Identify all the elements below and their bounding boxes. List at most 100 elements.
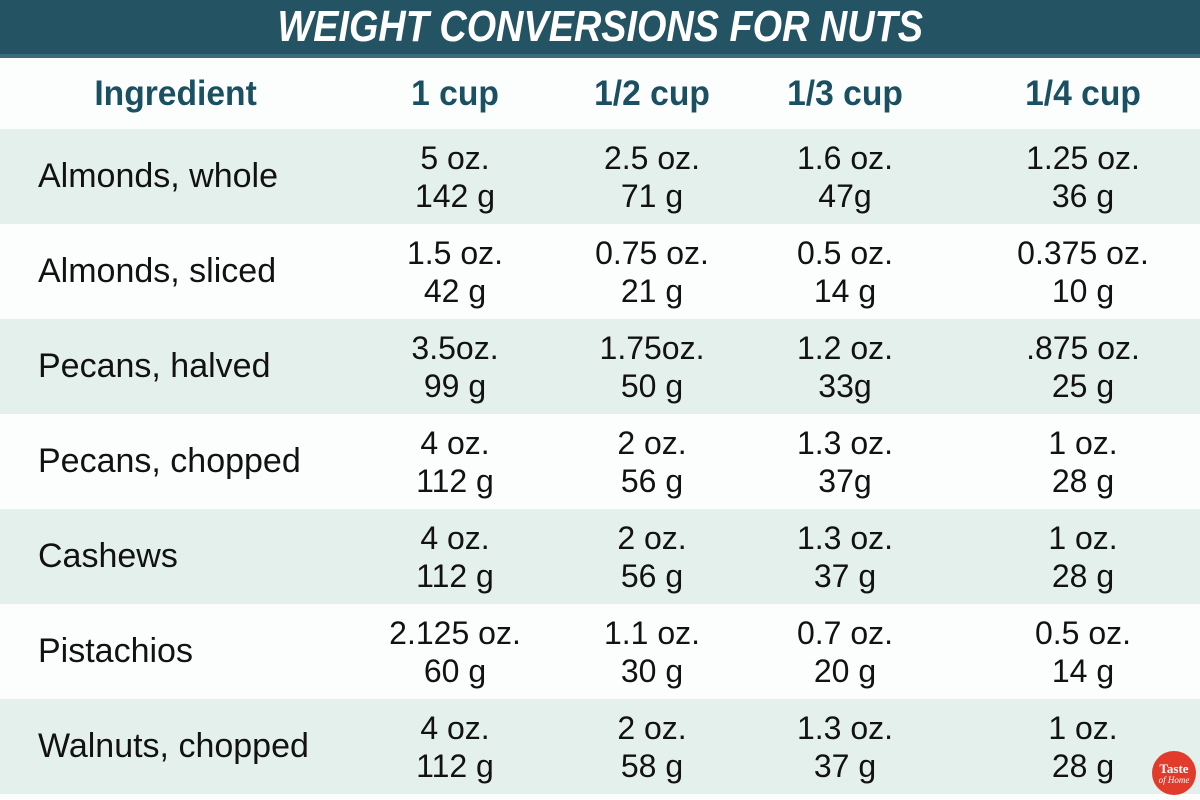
grams-value: 10 g <box>1051 272 1115 309</box>
ingredient-cell: Almonds, whole <box>38 157 279 195</box>
taste-of-home-logo: Taste of Home <box>1152 751 1196 795</box>
ounces-value: 0.375 oz. <box>1017 234 1149 271</box>
value-cell: 4 oz. 112 g <box>330 709 580 785</box>
ounces-value: 4 oz. <box>420 709 490 746</box>
value-cell: 1.2 oz. 33g <box>724 329 966 405</box>
grams-value: 37 g <box>813 747 877 784</box>
ounces-value: 4 oz. <box>420 424 490 461</box>
value-cell: 0.7 oz. 20 g <box>724 614 966 690</box>
value-cell: 2 oz. 58 g <box>580 709 724 785</box>
ounces-value: 3.5oz. <box>411 329 499 366</box>
grams-value: 14 g <box>1051 652 1115 689</box>
table-row: Almonds, whole 5 oz. 142 g 2.5 oz. 71 g 1.6 o… <box>0 129 1200 224</box>
table-row: Almonds, sliced 1.5 oz. 42 g 0.75 oz. 21 g 0.… <box>0 224 1200 319</box>
value-cell: 1 oz. 28 g <box>966 519 1200 595</box>
grams-value: 25 g <box>1051 367 1115 404</box>
ingredient-cell: Almonds, sliced <box>38 252 277 290</box>
value-cell: 1.75oz. 50 g <box>580 329 724 405</box>
ounces-value: 2 oz. <box>617 709 687 746</box>
value-cell: 0.75 oz. 21 g <box>580 234 724 310</box>
ounces-value: 2.5 oz. <box>603 139 701 176</box>
grams-value: 20 g <box>813 652 877 689</box>
grams-value: 42 g <box>423 272 487 309</box>
ingredient-cell: Walnuts, chopped <box>38 727 309 765</box>
logo-text-line2: of Home <box>1158 774 1190 785</box>
table-header-row: Ingredient 1 cup 1/2 cup 1/3 cup 1/4 cup <box>0 58 1200 129</box>
grams-value: 112 g <box>416 462 494 499</box>
value-cell: 1.25 oz. 36 g <box>966 139 1200 215</box>
ounces-value: 0.7 oz. <box>796 614 894 651</box>
grams-value: 50 g <box>620 367 684 404</box>
ounces-value: 1.5 oz. <box>406 234 504 271</box>
value-cell: 1.5 oz. 42 g <box>330 234 580 310</box>
ounces-value: 5 oz. <box>420 139 490 176</box>
grams-value: 28 g <box>1051 462 1115 499</box>
ounces-value: 4 oz. <box>420 519 490 556</box>
grams-value: 30 g <box>620 652 684 689</box>
grams-value: 21 g <box>620 272 684 309</box>
grams-value: 112 g <box>416 747 494 784</box>
ounces-value: 2 oz. <box>617 424 687 461</box>
grams-value: 56 g <box>620 557 684 594</box>
value-cell: 0.375 oz. 10 g <box>966 234 1200 310</box>
table-row: Pecans, chopped 4 oz. 112 g 2 oz. 56 g 1.3 oz… <box>0 414 1200 509</box>
ounces-value: 0.75 oz. <box>595 234 709 271</box>
chart-title: WEIGHT CONVERSIONS FOR NUTS <box>277 2 923 51</box>
value-cell: 3.5oz. 99 g <box>330 329 580 405</box>
ounces-value: 1.6 oz. <box>796 139 894 176</box>
value-cell: 0.5 oz. 14 g <box>724 234 966 310</box>
value-cell: 1 oz. 28 g <box>966 424 1200 500</box>
table-row: Pecans, halved 3.5oz. 99 g 1.75oz. 50 g 1.2 o… <box>0 319 1200 414</box>
ounces-value: 2.125 oz. <box>389 614 521 651</box>
ounces-value: 0.5 oz. <box>796 234 894 271</box>
column-header-1-cup: 1 cup <box>411 73 499 113</box>
ounces-value: 1 oz. <box>1048 709 1118 746</box>
value-cell: 2.5 oz. 71 g <box>580 139 724 215</box>
value-cell: 5 oz. 142 g <box>330 139 580 215</box>
ounces-value: 1.25 oz. <box>1026 139 1140 176</box>
grams-value: 36 g <box>1051 177 1115 214</box>
value-cell: 1.3 oz. 37 g <box>724 709 966 785</box>
ingredient-cell: Pecans, chopped <box>38 442 301 480</box>
value-cell: 4 oz. 112 g <box>330 519 580 595</box>
grams-value: 112 g <box>416 557 494 594</box>
value-cell: 1.3 oz. 37g <box>724 424 966 500</box>
ounces-value: 1.75oz. <box>599 329 705 366</box>
ounces-value: 1 oz. <box>1048 519 1118 556</box>
logo-text-line1: Taste <box>1159 760 1189 776</box>
table-body: Almonds, whole 5 oz. 142 g 2.5 oz. 71 g 1.6 o… <box>0 129 1200 800</box>
grams-value: 58 g <box>620 747 684 784</box>
ingredient-cell: Cashews <box>38 537 178 575</box>
value-cell: .875 oz. 25 g <box>966 329 1200 405</box>
grams-value: 99 g <box>423 367 487 404</box>
value-cell: 1 oz. 28 g <box>966 709 1200 785</box>
grams-value: 71 g <box>620 177 684 214</box>
grams-value: 56 g <box>620 462 684 499</box>
ingredient-cell: Pecans, halved <box>38 347 271 385</box>
value-cell: 1.6 oz. 47g <box>724 139 966 215</box>
column-header-1-2-cup: 1/2 cup <box>594 73 710 113</box>
grams-value: 47g <box>818 177 872 214</box>
ounces-value: 1.3 oz. <box>796 424 894 461</box>
value-cell: 1.1 oz. 30 g <box>580 614 724 690</box>
ounces-value: 1 oz. <box>1048 424 1118 461</box>
ounces-value: 1.3 oz. <box>796 519 894 556</box>
grams-value: 37g <box>818 462 872 499</box>
grams-value: 14 g <box>813 272 877 309</box>
grams-value: 142 g <box>414 177 496 214</box>
value-cell: 0.5 oz. 14 g <box>966 614 1200 690</box>
grams-value: 33g <box>818 367 872 404</box>
ounces-value: 1.2 oz. <box>796 329 894 366</box>
grams-value: 37 g <box>813 557 877 594</box>
column-header-1-4-cup: 1/4 cup <box>1025 73 1141 113</box>
ounces-value: 2 oz. <box>617 519 687 556</box>
title-band: WEIGHT CONVERSIONS FOR NUTS <box>0 0 1200 58</box>
value-cell: 4 oz. 112 g <box>330 424 580 500</box>
value-cell: 2 oz. 56 g <box>580 519 724 595</box>
ounces-value: .875 oz. <box>1026 329 1140 366</box>
column-header-1-3-cup: 1/3 cup <box>787 73 903 113</box>
grams-value: 28 g <box>1051 747 1115 784</box>
